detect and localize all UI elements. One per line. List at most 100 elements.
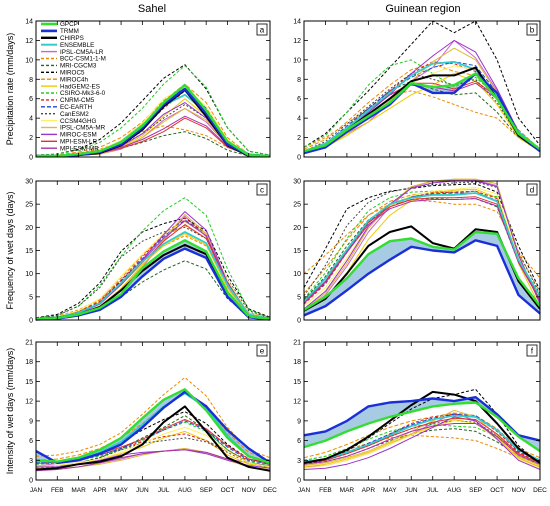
legend-entry-label: IPSL-CM5A-MR [60, 125, 106, 132]
series-line-ensemble [35, 231, 271, 320]
series-line-gpcp [35, 388, 271, 465]
legend-entry-label: MRI-CGCM3 [60, 63, 97, 70]
series-line-miroc5 [303, 388, 541, 465]
y-axis-label: Frequency of wet days (days) [5, 191, 15, 309]
plot-frame [35, 20, 271, 158]
y-tick-label: 10 [293, 271, 301, 278]
y-tick-label: 18 [25, 359, 33, 366]
series-line-bcc-csm1-1-m [35, 377, 271, 459]
panel-label: d [530, 186, 534, 195]
series-line-gpcp [303, 230, 541, 311]
series-line-gpcp [303, 401, 541, 453]
column-title-guinean: Guinean region [385, 3, 460, 15]
y-tick-label: 0 [297, 155, 301, 162]
y-axis-label: Precipitation rate (mm/days) [5, 33, 15, 146]
x-tick-label: JUL [158, 487, 170, 494]
y-tick-label: 30 [25, 179, 33, 186]
series-line-mpi-esm-mr [303, 198, 541, 304]
y-tick-label: 9 [29, 418, 33, 425]
legend-entry-label: HadGEM2-ES [60, 83, 100, 90]
series-line-mpi-esm-lr [303, 417, 541, 464]
series-line-canesm2 [35, 226, 271, 319]
legend-entry-label: CCSM4GHG [60, 118, 96, 125]
legend: GPCPTRMMCHIRPSENSEMBLEIPSL-CM5A-LRBCC-CS… [41, 21, 106, 152]
y-tick-label: 5 [297, 294, 301, 301]
y-tick-label: 14 [25, 19, 33, 26]
series-line-csiro-mk3-6-0 [35, 65, 271, 156]
x-tick-label: FEB [319, 487, 332, 494]
panel-label: c [260, 186, 264, 195]
x-tick-label: NOV [511, 487, 526, 494]
panel-label-box [256, 23, 268, 36]
y-tick-label: 0 [29, 318, 33, 325]
x-tick-label: JAN [298, 487, 311, 494]
panel-label-box [526, 344, 538, 357]
series-line-chirps [35, 405, 271, 472]
y-tick-label: 3 [297, 458, 301, 465]
panel-label-box [526, 23, 538, 36]
column-title-sahel: Sahel [138, 3, 166, 15]
series-line-chirps [35, 243, 271, 321]
y-tick-label: 8 [297, 77, 301, 84]
x-tick-label: NOV [242, 487, 257, 494]
series-line-mpi-esm-mr [303, 423, 541, 465]
y-tick-label: 15 [25, 248, 33, 255]
y-tick-label: 0 [297, 318, 301, 325]
y-tick-label: 15 [293, 248, 301, 255]
y-tick-label: 21 [293, 340, 301, 347]
legend-entry-label: CHIRPS [60, 35, 84, 42]
series-line-miroc5 [35, 411, 271, 465]
x-tick-label: MAY [383, 487, 397, 494]
series-line-ccsm4ghg [35, 221, 271, 320]
y-tick-label: 12 [25, 399, 33, 406]
series-line-bcc-csm1-1-m [303, 90, 541, 148]
y-tick-label: 25 [293, 202, 301, 209]
series-line-miroc4h [303, 63, 541, 150]
y-tick-label: 4 [297, 116, 301, 123]
x-tick-label: AUG [178, 487, 192, 494]
x-tick-label: MAR [71, 487, 86, 494]
y-tick-label: 20 [293, 225, 301, 232]
y-tick-label: 20 [25, 225, 33, 232]
legend-entry-label: CNRM-CM5 [60, 97, 95, 104]
series-line-csiro-mk3-6-0 [35, 421, 271, 466]
series-line-ccsm4ghg [35, 426, 271, 468]
series-line-csiro-mk3-6-0 [303, 190, 541, 300]
panel-a: 02468101214aGPCPTRMMCHIRPSENSEMBLEIPSL-C… [25, 19, 271, 162]
y-tick-label: 18 [293, 359, 301, 366]
panel-b: 0 2 4 6 8 10 12 14 b [293, 19, 541, 162]
y-tick-label: 21 [25, 340, 33, 347]
panel-label-box [256, 344, 268, 357]
y-tick-label: 25 [25, 202, 33, 209]
series-line-chirps [303, 390, 541, 464]
series-line-bcc-csm1-1-m [36, 125, 271, 157]
series-line-ipsl-cm5a-mr [303, 178, 541, 311]
series-line-ensemble [303, 414, 541, 463]
series-line-hadgem2-es [303, 73, 541, 154]
legend-entry-label: MIROC4h [60, 76, 88, 83]
x-tick-label: SEP [469, 487, 482, 494]
legend-entry-label: TRMM [60, 28, 79, 35]
legend-entry-label: MPI-ESM-LR [60, 139, 98, 146]
series-line-trmm [35, 390, 271, 465]
x-tick-label: JUN [405, 487, 418, 494]
legend-entry-label: CSIRO-Mk3-6-0 [60, 90, 106, 97]
series-line-mri-cgcm3 [36, 131, 270, 157]
x-tick-label: JUL [427, 487, 439, 494]
y-tick-label: 8 [29, 77, 33, 84]
y-tick-label: 6 [29, 438, 33, 445]
y-tick-label: 15 [293, 379, 301, 386]
series-line-trmm [303, 72, 541, 155]
series-line-gpcp [36, 83, 271, 158]
y-tick-label: 5 [29, 294, 33, 301]
panel-label: e [260, 347, 265, 356]
y-tick-label: 0 [29, 478, 33, 485]
y-tick-label: 9 [297, 418, 301, 425]
y-tick-label: 12 [25, 38, 33, 45]
panel-label-box [526, 183, 538, 196]
x-tick-label: OCT [221, 487, 235, 494]
x-tick-label: JUN [136, 487, 149, 494]
panel-f: 0 3 6 9 12 15 18 21 JAN FEB MAR APR MAY JUN JUL AUG SEP O… [293, 340, 547, 495]
series-line-hadgem2-es [303, 419, 541, 468]
